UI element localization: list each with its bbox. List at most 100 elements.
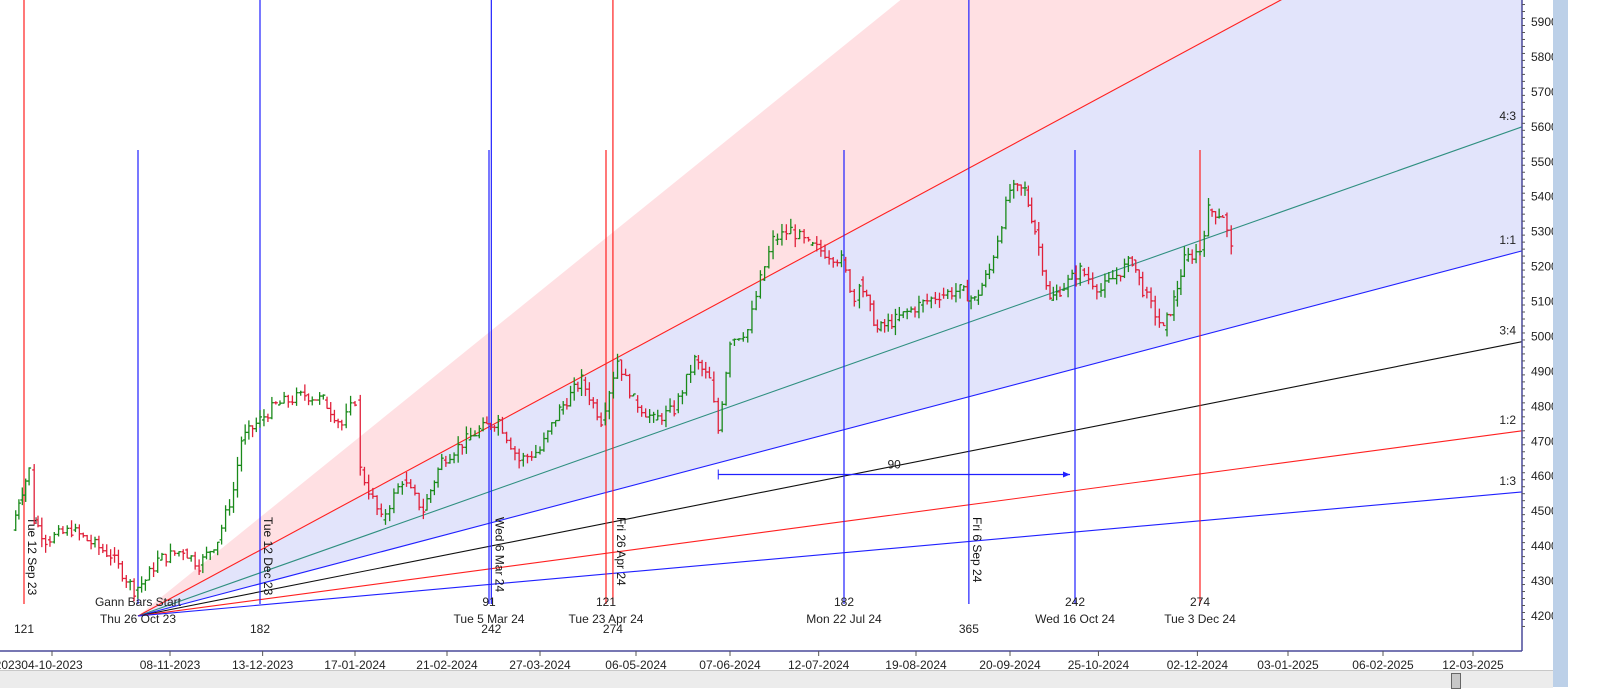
horizontal-scrollbar[interactable] xyxy=(0,670,1553,688)
vertical-scrollbar[interactable] xyxy=(1553,0,1568,687)
price-bar xyxy=(339,419,344,431)
range-arrow-label: 90 xyxy=(887,457,901,471)
price-bar xyxy=(387,505,392,522)
price-bar xyxy=(1229,225,1234,255)
price-bar xyxy=(651,411,656,423)
x-tick-label: 13-12-2023 xyxy=(232,658,294,670)
price-bar xyxy=(1144,286,1149,299)
price-bar xyxy=(306,393,311,406)
price-bar xyxy=(400,481,405,495)
y-tick-label: 43000.00 xyxy=(1531,574,1553,588)
price-bar xyxy=(615,353,620,379)
price-bar xyxy=(321,394,326,400)
price-bar xyxy=(587,382,592,406)
price-bar xyxy=(155,550,160,573)
price-bar xyxy=(313,399,318,401)
price-bar xyxy=(375,495,380,516)
y-tick-label: 48000.00 xyxy=(1531,399,1553,413)
price-bar xyxy=(909,306,914,313)
price-bar xyxy=(286,394,291,408)
price-bar xyxy=(93,536,97,548)
price-bar xyxy=(848,269,853,293)
fan-line-label: 1:1 xyxy=(1499,233,1516,247)
x-tick-label: 20-09-2024 xyxy=(979,658,1041,670)
price-bar xyxy=(181,549,186,561)
price-bar xyxy=(417,492,422,511)
cycle-count-label: 182 xyxy=(834,595,854,609)
price-bar xyxy=(512,446,517,461)
fan-line-label: 3:4 xyxy=(1499,324,1516,338)
cycle-count-label: 121 xyxy=(596,595,616,609)
price-bar xyxy=(521,452,526,467)
price-bar xyxy=(603,402,608,426)
price-bar xyxy=(741,332,746,342)
price-bar xyxy=(762,266,767,281)
price-bar xyxy=(814,236,819,252)
price-bar xyxy=(732,338,737,346)
price-bar xyxy=(408,479,413,489)
price-bar xyxy=(290,395,295,406)
fan-line xyxy=(137,491,1523,617)
price-bar xyxy=(929,296,934,309)
price-bar xyxy=(707,366,712,379)
price-bar xyxy=(404,471,409,487)
price-bar xyxy=(1070,269,1075,280)
price-bar xyxy=(421,498,426,520)
price-bar xyxy=(43,534,48,553)
price-bar xyxy=(383,509,388,525)
price-bar xyxy=(897,306,902,322)
price-bar xyxy=(258,410,262,428)
price-bar xyxy=(1040,243,1045,276)
price-bar xyxy=(810,241,815,246)
price-bar xyxy=(1126,255,1131,273)
price-bar xyxy=(711,371,716,403)
price-bar xyxy=(1171,290,1176,321)
price-bar xyxy=(533,444,538,458)
price-bar xyxy=(672,400,677,417)
price-bar xyxy=(827,250,832,265)
cycle-rotated-label: Wed 6 Mar 24 xyxy=(492,517,506,592)
fan-line xyxy=(137,126,1523,617)
price-bar xyxy=(525,453,530,464)
price-bar xyxy=(328,402,333,422)
price-bar xyxy=(302,384,307,401)
x-tick-label: 04-10-2023 xyxy=(21,658,83,670)
x-tick-label: 08-11-2023 xyxy=(140,658,201,670)
price-bar xyxy=(452,452,457,464)
price-bar xyxy=(277,400,282,406)
price-bar xyxy=(611,371,616,399)
cycle-rotated-label: Fri 6 Sep 24 xyxy=(970,517,984,583)
price-bar xyxy=(754,290,759,311)
price-bar xyxy=(208,550,213,560)
price-bar xyxy=(655,409,660,421)
price-bar xyxy=(317,392,322,405)
price-bar xyxy=(428,489,433,503)
price-bar xyxy=(370,487,375,499)
price-bar xyxy=(200,554,205,574)
price-bar xyxy=(223,505,228,532)
price-bar xyxy=(793,224,798,248)
price-bar xyxy=(176,551,181,557)
price-bar xyxy=(492,424,497,432)
price-bar xyxy=(358,394,363,476)
price-bar xyxy=(353,401,357,407)
fan-line xyxy=(137,250,1523,617)
price-bar xyxy=(724,371,729,406)
price-bar xyxy=(1157,308,1162,328)
x-tick-label: 25-10-2024 xyxy=(1068,658,1130,670)
price-bar xyxy=(806,236,811,242)
price-bar xyxy=(831,257,836,268)
price-bar xyxy=(1161,322,1166,327)
price-bar xyxy=(124,575,129,588)
price-bar xyxy=(325,396,330,410)
fan-line-label: 4:3 xyxy=(1499,109,1516,123)
range-arrow-head-icon xyxy=(1063,471,1070,478)
price-bar xyxy=(1074,265,1079,287)
price-bar xyxy=(227,499,232,516)
price-bar xyxy=(32,464,37,525)
price-bar xyxy=(332,409,337,424)
x-tick-label: 03-01-2025 xyxy=(1257,658,1319,670)
price-bar xyxy=(1186,247,1191,262)
cycle-rotated-label: Fri 26 Apr 24 xyxy=(614,517,628,586)
price-bar xyxy=(432,480,437,496)
